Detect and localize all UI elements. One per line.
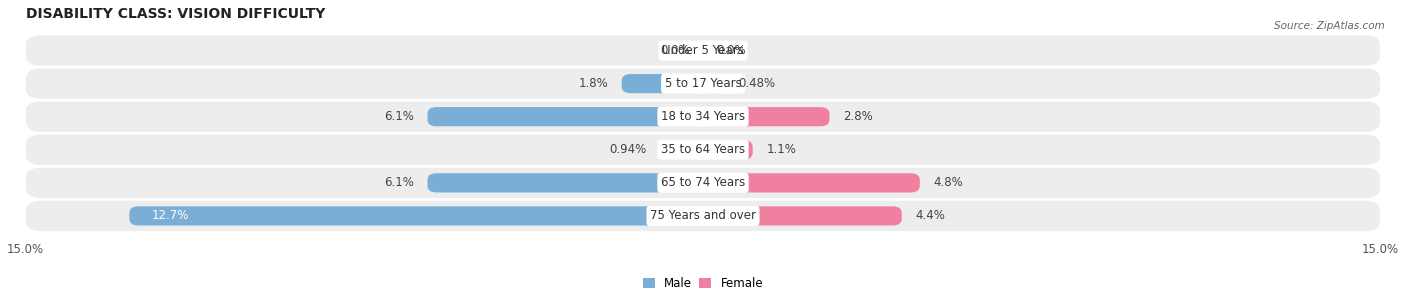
FancyBboxPatch shape xyxy=(703,107,830,126)
Text: 4.8%: 4.8% xyxy=(934,176,963,189)
Text: 1.1%: 1.1% xyxy=(766,143,796,156)
Text: Source: ZipAtlas.com: Source: ZipAtlas.com xyxy=(1274,21,1385,31)
FancyBboxPatch shape xyxy=(25,35,1381,66)
Text: Under 5 Years: Under 5 Years xyxy=(662,44,744,57)
Text: 2.8%: 2.8% xyxy=(844,110,873,123)
Text: 6.1%: 6.1% xyxy=(384,110,413,123)
Text: 0.48%: 0.48% xyxy=(738,77,775,90)
FancyBboxPatch shape xyxy=(661,140,703,159)
Text: 5 to 17 Years: 5 to 17 Years xyxy=(665,77,741,90)
Text: 0.0%: 0.0% xyxy=(659,44,689,57)
FancyBboxPatch shape xyxy=(129,206,703,226)
Text: DISABILITY CLASS: VISION DIFFICULTY: DISABILITY CLASS: VISION DIFFICULTY xyxy=(25,7,325,21)
FancyBboxPatch shape xyxy=(703,173,920,192)
Text: 0.0%: 0.0% xyxy=(717,44,747,57)
Text: 12.7%: 12.7% xyxy=(152,209,190,223)
FancyBboxPatch shape xyxy=(427,107,703,126)
FancyBboxPatch shape xyxy=(25,68,1381,99)
FancyBboxPatch shape xyxy=(25,201,1381,231)
Legend: Male, Female: Male, Female xyxy=(643,277,763,290)
FancyBboxPatch shape xyxy=(25,168,1381,198)
FancyBboxPatch shape xyxy=(621,74,703,93)
Text: 18 to 34 Years: 18 to 34 Years xyxy=(661,110,745,123)
Text: 6.1%: 6.1% xyxy=(384,176,413,189)
FancyBboxPatch shape xyxy=(703,140,752,159)
Text: 35 to 64 Years: 35 to 64 Years xyxy=(661,143,745,156)
FancyBboxPatch shape xyxy=(427,173,703,192)
Text: 1.8%: 1.8% xyxy=(578,77,609,90)
Text: 0.94%: 0.94% xyxy=(610,143,647,156)
Text: 4.4%: 4.4% xyxy=(915,209,945,223)
Text: 65 to 74 Years: 65 to 74 Years xyxy=(661,176,745,189)
FancyBboxPatch shape xyxy=(703,206,901,226)
FancyBboxPatch shape xyxy=(25,102,1381,132)
Text: 75 Years and over: 75 Years and over xyxy=(650,209,756,223)
FancyBboxPatch shape xyxy=(703,74,724,93)
FancyBboxPatch shape xyxy=(25,135,1381,165)
